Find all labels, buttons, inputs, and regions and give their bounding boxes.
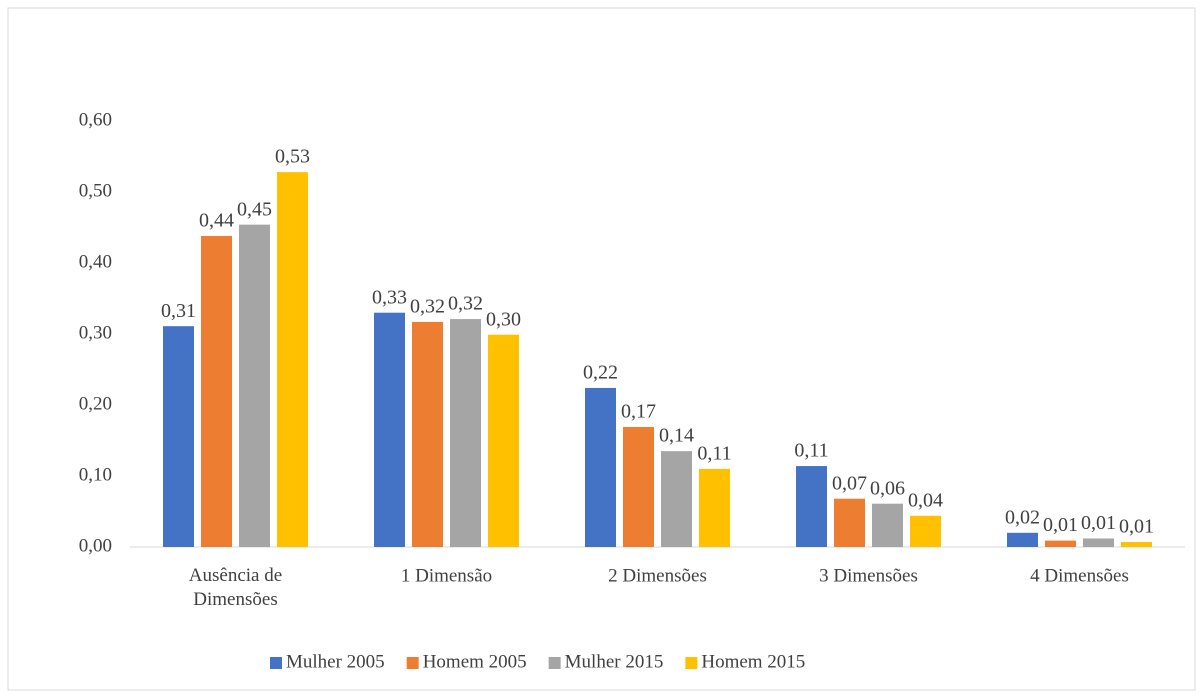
- y-tick-label: 0,00: [79, 535, 112, 556]
- bar: [661, 451, 692, 547]
- data-label: 0,30: [486, 308, 521, 330]
- x-tick-label: 1 Dimensão: [401, 565, 492, 586]
- x-tick-label: 2 Dimensões: [608, 565, 707, 586]
- y-tick-label: 0,50: [79, 180, 112, 201]
- legend-swatch: [270, 657, 282, 669]
- data-label: 0,45: [237, 198, 272, 220]
- data-label: 0,07: [832, 472, 867, 494]
- data-label: 0,01: [1043, 514, 1078, 536]
- data-label: 0,11: [697, 442, 731, 464]
- bar: [488, 334, 519, 547]
- legend-swatch: [406, 657, 419, 669]
- bar: [872, 503, 903, 547]
- bar: [585, 387, 616, 547]
- y-tick-label: 0,40: [79, 251, 112, 272]
- y-tick-label: 0,10: [79, 464, 112, 485]
- x-tick-label: Ausência de Dimensões: [189, 565, 282, 610]
- x-tick-label: 4 Dimensões: [1030, 565, 1129, 586]
- data-label: 0,33: [372, 286, 407, 308]
- bar: [623, 427, 654, 547]
- y-tick-label: 0,60: [79, 109, 112, 130]
- bar: [796, 466, 827, 547]
- data-label: 0,22: [583, 362, 618, 384]
- bar: [699, 468, 730, 547]
- legend-label: Homem 2015: [701, 651, 805, 672]
- data-label: 0,53: [275, 146, 310, 168]
- data-label: 0,17: [621, 401, 656, 423]
- legend-swatch: [685, 657, 698, 669]
- bar: [277, 172, 308, 547]
- data-label: 0,04: [908, 489, 943, 511]
- legend-label: Mulher 2015: [565, 651, 664, 672]
- data-label: 0,32: [448, 293, 483, 315]
- data-label: 0,44: [199, 210, 234, 232]
- data-label: 0,14: [659, 425, 694, 447]
- bar: [201, 236, 232, 547]
- data-label: 0,32: [410, 296, 445, 318]
- bar: [412, 321, 443, 547]
- data-label: 0,01: [1119, 516, 1154, 538]
- legend-label: Homem 2005: [423, 651, 527, 672]
- bar: [910, 515, 941, 547]
- legend-swatch: [548, 657, 561, 669]
- bar: [450, 319, 481, 547]
- bar: [374, 312, 405, 547]
- bar: [1121, 542, 1152, 547]
- y-tick-label: 0,20: [79, 393, 112, 414]
- data-label: 0,31: [161, 300, 196, 322]
- legend-label: Mulher 2005: [286, 651, 385, 672]
- bar: [1083, 538, 1114, 547]
- bar: [834, 498, 865, 547]
- bar: [1045, 540, 1076, 547]
- y-tick-label: 0,30: [79, 322, 112, 343]
- data-label: 0,06: [870, 477, 905, 499]
- bar: [163, 326, 194, 547]
- x-tick-label: 3 Dimensões: [819, 565, 918, 586]
- data-label: 0,11: [794, 440, 828, 462]
- data-label: 0,01: [1081, 512, 1116, 534]
- bar: [239, 224, 270, 547]
- bar: [1007, 532, 1038, 547]
- data-label: 0,02: [1005, 506, 1040, 528]
